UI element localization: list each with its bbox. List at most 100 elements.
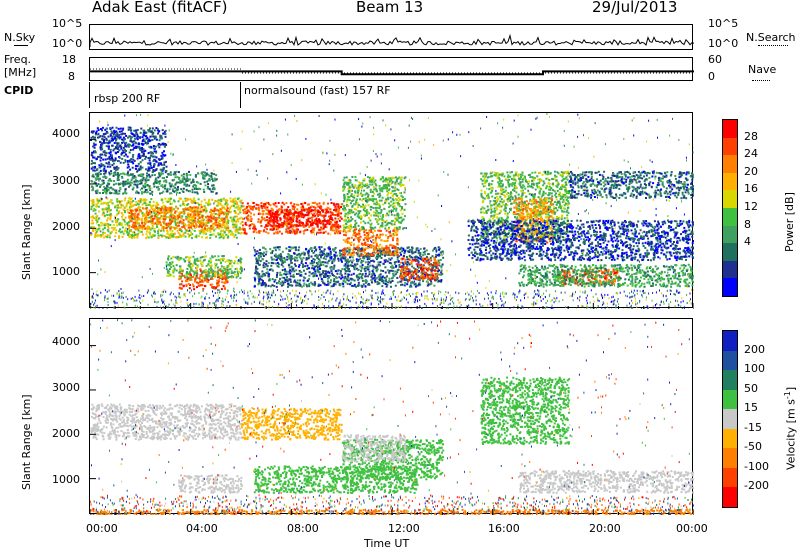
data-cell [236, 270, 239, 273]
data-cell [214, 224, 217, 227]
data-cell [408, 254, 411, 257]
data-cell [358, 238, 361, 241]
data-cell [356, 203, 359, 206]
data-cell [186, 267, 189, 270]
data-cell [234, 230, 237, 233]
data-cell [164, 223, 167, 226]
data-cell [363, 231, 366, 234]
data-cell [288, 223, 290, 225]
data-cell [101, 213, 104, 216]
data-cell [300, 274, 303, 276]
data-cell [190, 226, 193, 229]
data-cell [289, 259, 292, 262]
velocity-ylabel: Slant Range [km] [20, 394, 33, 490]
data-cell [304, 229, 307, 232]
data-cell [359, 210, 362, 213]
data-cell [185, 174, 188, 177]
freq-tick-top: 18 [62, 53, 76, 66]
data-cell [257, 262, 259, 265]
data-cell [377, 203, 380, 206]
data-cell [358, 212, 361, 214]
data-cell [133, 203, 136, 206]
data-cell [285, 278, 288, 281]
data-cell [144, 201, 147, 204]
data-cell [429, 278, 432, 281]
data-cell [94, 218, 97, 220]
data-cell [325, 212, 328, 215]
data-cell [169, 209, 172, 211]
data-cell [184, 276, 187, 279]
data-cell [193, 201, 196, 204]
data-cell [351, 265, 354, 267]
data-cell [268, 210, 271, 213]
data-cell [220, 235, 223, 238]
data-cell [180, 174, 183, 177]
data-cell [210, 225, 213, 227]
data-cell [323, 220, 325, 222]
data-cell [320, 208, 323, 211]
data-cell [360, 242, 363, 245]
data-cell [255, 267, 258, 270]
data-cell [370, 179, 373, 182]
data-cell [313, 208, 316, 211]
data-cell [287, 212, 290, 215]
data-cell [384, 266, 387, 269]
data-cell [390, 257, 393, 260]
data-cell [401, 196, 404, 199]
data-cell [411, 256, 414, 259]
data-cell [161, 227, 164, 230]
data-cell [382, 262, 385, 265]
data-cell [330, 226, 332, 229]
data-cell [393, 223, 396, 226]
data-cell [298, 269, 301, 272]
data-cell [365, 212, 368, 215]
data-cell [276, 222, 279, 225]
data-cell [176, 255, 179, 258]
data-cell [174, 220, 177, 223]
data-cell [306, 228, 309, 231]
data-cell [199, 213, 202, 216]
data-cell [317, 211, 319, 214]
data-cell [212, 217, 215, 220]
data-cell [367, 195, 369, 198]
data-cell [214, 213, 217, 215]
data-cell [348, 185, 351, 188]
data-cell [106, 185, 109, 188]
data-cell [329, 247, 331, 250]
data-cell [164, 209, 167, 211]
data-cell [188, 257, 191, 260]
data-cell [404, 215, 406, 218]
data-cell [97, 202, 100, 205]
data-cell [134, 179, 137, 182]
data-cell [226, 225, 229, 228]
data-cell [376, 219, 378, 222]
data-cell [342, 285, 345, 288]
data-cell [276, 246, 279, 249]
data-cell [302, 284, 305, 287]
data-cell [364, 269, 367, 272]
data-cell [104, 222, 107, 225]
data-cell [372, 253, 375, 256]
data-cell [357, 278, 360, 281]
data-cell [368, 270, 371, 273]
station-title: Adak East (fitACF) [92, 0, 228, 16]
data-cell [279, 277, 281, 280]
data-cell [116, 224, 118, 227]
data-cell [390, 192, 393, 195]
data-cell [263, 203, 266, 205]
data-cell [302, 222, 304, 225]
data-cell [313, 268, 315, 271]
data-cell [101, 233, 104, 236]
data-cell [118, 223, 121, 226]
data-cell [376, 264, 379, 267]
data-cell [259, 221, 262, 224]
data-cell [372, 179, 375, 182]
freq-unit: [MHz] [4, 66, 37, 79]
data-cell [202, 232, 205, 235]
data-cell [329, 208, 332, 211]
data-cell [379, 206, 381, 209]
data-cell [179, 204, 182, 207]
data-cell [391, 195, 394, 198]
data-cell [235, 215, 238, 218]
data-cell [362, 203, 365, 206]
